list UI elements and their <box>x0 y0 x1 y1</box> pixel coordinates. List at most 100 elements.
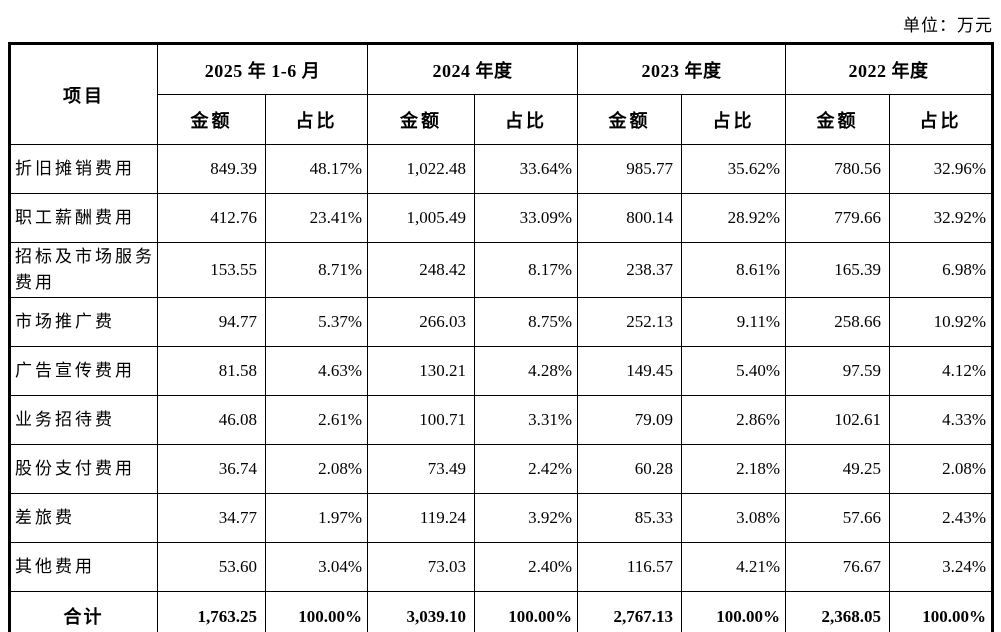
amount-cell: 800.14 <box>577 193 682 243</box>
header-period-2023: 2023 年度 <box>577 43 786 95</box>
row-item-label: 职工薪酬费用 <box>9 193 158 243</box>
ratio-cell: 5.40% <box>681 346 786 396</box>
amount-cell: 100.71 <box>367 395 475 445</box>
ratio-cell: 4.63% <box>265 346 368 396</box>
ratio-cell: 2.40% <box>474 542 578 592</box>
ratio-cell: 4.21% <box>681 542 786 592</box>
amount-cell: 252.13 <box>577 297 682 347</box>
table-header: 项目 2025 年 1-6 月 2024 年度 2023 年度 2022 年度 … <box>9 43 993 145</box>
ratio-cell: 2.43% <box>889 493 993 543</box>
table-row: 广告宣传费用 81.58 4.63% 130.21 4.28% 149.45 5.40% 97… <box>9 346 993 396</box>
ratio-cell: 32.96% <box>889 144 993 194</box>
amount-cell: 153.55 <box>157 242 266 298</box>
amount-cell: 46.08 <box>157 395 266 445</box>
ratio-cell: 4.12% <box>889 346 993 396</box>
amount-cell: 1,005.49 <box>367 193 475 243</box>
ratio-cell: 100.00% <box>889 591 993 632</box>
table-row: 业务招待费 46.08 2.61% 100.71 3.31% 79.09 2.86% 102.… <box>9 395 993 445</box>
ratio-cell: 8.71% <box>265 242 368 298</box>
amount-cell: 248.42 <box>367 242 475 298</box>
period-header-row: 项目 2025 年 1-6 月 2024 年度 2023 年度 2022 年度 <box>9 43 993 145</box>
row-item-label: 折旧摊销费用 <box>9 144 158 194</box>
ratio-cell: 8.75% <box>474 297 578 347</box>
unit-label: 单位：万元 <box>903 16 993 35</box>
amount-cell: 258.66 <box>785 297 890 347</box>
ratio-cell: 33.09% <box>474 193 578 243</box>
amount-cell: 60.28 <box>577 444 682 494</box>
amount-cell: 102.61 <box>785 395 890 445</box>
ratio-cell: 23.41% <box>265 193 368 243</box>
amount-cell: 81.58 <box>157 346 266 396</box>
amount-cell: 49.25 <box>785 444 890 494</box>
header-amount-2024: 金额 <box>367 94 475 145</box>
amount-cell: 130.21 <box>367 346 475 396</box>
ratio-cell: 28.92% <box>681 193 786 243</box>
table-row: 职工薪酬费用 412.76 23.41% 1,005.49 33.09% 800.14 28… <box>9 193 993 243</box>
ratio-cell: 2.86% <box>681 395 786 445</box>
amount-cell: 149.45 <box>577 346 682 396</box>
amount-cell: 779.66 <box>785 193 890 243</box>
ratio-cell: 6.98% <box>889 242 993 298</box>
amount-cell: 2,368.05 <box>785 591 890 632</box>
ratio-cell: 9.11% <box>681 297 786 347</box>
sub-header-row: 金额 占比 金额 占比 金额 占比 金额 占比 <box>10 94 993 145</box>
amount-cell: 34.77 <box>157 493 266 543</box>
header-ratio-2023: 占比 <box>681 94 786 145</box>
row-item-label: 业务招待费 <box>9 395 158 445</box>
table-row: 股份支付费用 36.74 2.08% 73.49 2.42% 60.28 2.18% 49.2… <box>9 444 993 494</box>
table-row: 市场推广费 94.77 5.37% 266.03 8.75% 252.13 9.11% 258… <box>9 297 993 347</box>
amount-cell: 97.59 <box>785 346 890 396</box>
amount-cell: 238.37 <box>577 242 682 298</box>
row-item-label: 市场推广费 <box>9 297 158 347</box>
header-period-2025h1: 2025 年 1-6 月 <box>157 43 368 95</box>
amount-cell: 57.66 <box>785 493 890 543</box>
row-item-label: 股份支付费用 <box>9 444 158 494</box>
amount-cell: 79.09 <box>577 395 682 445</box>
table-row: 其他费用 53.60 3.04% 73.03 2.40% 116.57 4.21% 76.67… <box>9 542 993 592</box>
total-row: 合计 1,763.25 100.00% 3,039.10 100.00% 2,767.13… <box>9 591 993 632</box>
ratio-cell: 3.04% <box>265 542 368 592</box>
row-item-label: 广告宣传费用 <box>9 346 158 396</box>
header-period-2022: 2022 年度 <box>785 43 993 95</box>
amount-cell: 53.60 <box>157 542 266 592</box>
amount-cell: 36.74 <box>157 444 266 494</box>
ratio-cell: 4.33% <box>889 395 993 445</box>
amount-cell: 94.77 <box>157 297 266 347</box>
ratio-cell: 10.92% <box>889 297 993 347</box>
header-amount-2022: 金额 <box>785 94 890 145</box>
ratio-cell: 3.24% <box>889 542 993 592</box>
header-ratio-2024: 占比 <box>474 94 578 145</box>
ratio-cell: 1.97% <box>265 493 368 543</box>
ratio-cell: 2.42% <box>474 444 578 494</box>
ratio-cell: 48.17% <box>265 144 368 194</box>
table-row: 差旅费 34.77 1.97% 119.24 3.92% 85.33 3.08% 57.66 2… <box>9 493 993 543</box>
table-row: 招标及市场服务费用 153.55 8.71% 248.42 8.17% 238.37 8.6… <box>9 242 993 298</box>
ratio-cell: 3.31% <box>474 395 578 445</box>
ratio-cell: 32.92% <box>889 193 993 243</box>
header-ratio-2022: 占比 <box>889 94 993 145</box>
header-ratio-2025h1: 占比 <box>265 94 368 145</box>
ratio-cell: 2.18% <box>681 444 786 494</box>
amount-cell: 266.03 <box>367 297 475 347</box>
amount-cell: 412.76 <box>157 193 266 243</box>
ratio-cell: 3.08% <box>681 493 786 543</box>
row-item-label: 其他费用 <box>9 542 158 592</box>
amount-cell: 3,039.10 <box>367 591 475 632</box>
amount-cell: 1,022.48 <box>367 144 475 194</box>
header-amount-2025h1: 金额 <box>157 94 266 145</box>
amount-cell: 76.67 <box>785 542 890 592</box>
amount-cell: 73.49 <box>367 444 475 494</box>
header-amount-2023: 金额 <box>577 94 682 145</box>
amount-cell: 985.77 <box>577 144 682 194</box>
ratio-cell: 35.62% <box>681 144 786 194</box>
amount-cell: 780.56 <box>785 144 890 194</box>
row-item-label: 招标及市场服务费用 <box>9 242 158 298</box>
amount-cell: 849.39 <box>157 144 266 194</box>
table-body: 折旧摊销费用 849.39 48.17% 1,022.48 33.64% 985.77 35… <box>9 144 993 632</box>
ratio-cell: 8.17% <box>474 242 578 298</box>
ratio-cell: 3.92% <box>474 493 578 543</box>
ratio-cell: 100.00% <box>474 591 578 632</box>
amount-cell: 85.33 <box>577 493 682 543</box>
ratio-cell: 4.28% <box>474 346 578 396</box>
expense-breakdown-table: 项目 2025 年 1-6 月 2024 年度 2023 年度 2022 年度 … <box>8 42 994 632</box>
